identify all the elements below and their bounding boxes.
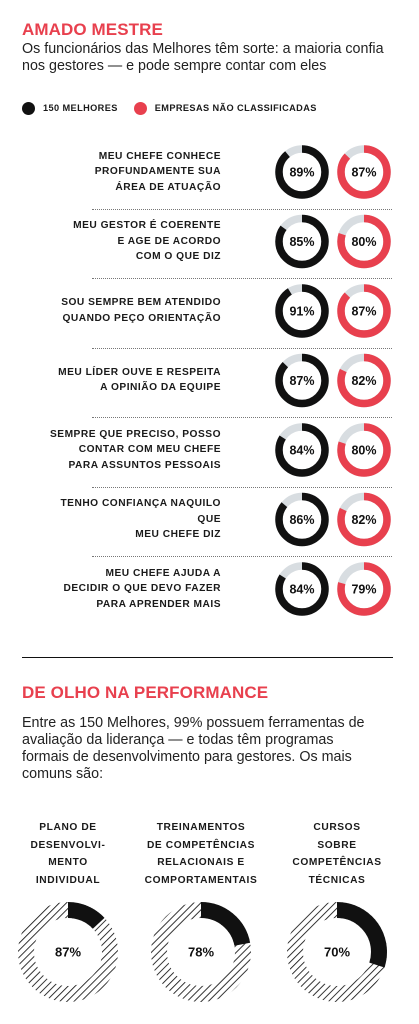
statement-label-line: MEU CHEFE AJUDA A (105, 567, 221, 579)
program-label: CURSOS SOBRE COMPETÊNCIAS TÉCNICAS (276, 819, 398, 889)
donut-arc-melhores (275, 145, 329, 199)
program-label-line: DE COMPETÊNCIAS (146, 839, 256, 851)
program-donut-value: 78% (188, 945, 214, 960)
statement-label: MEU GESTOR É COERENTE E AGE DE ACORDO COM … (31, 218, 221, 265)
statement-label-line: MEU CHEFE DIZ (135, 529, 221, 541)
program-donut-arc (287, 902, 387, 1002)
donut-value-nao-classificadas: 87% (351, 305, 376, 319)
row-divider (92, 208, 392, 210)
donut-value-melhores: 87% (289, 374, 314, 388)
donut-arc-melhores (275, 423, 329, 477)
statement-label-line: QUANDO PEÇO ORIENTAÇÃO (62, 312, 221, 324)
legend-swatch-melhores (22, 101, 35, 115)
statement-label-line: E AGE DE ACORDO (117, 235, 221, 247)
statement-label: TENHO CONFIANÇA NAQUILO QUE MEU CHEFE DIZ (31, 496, 221, 543)
program-label: TREINAMENTOS DE COMPETÊNCIAS RELACIONAIS E… (140, 819, 262, 889)
row-divider (92, 347, 392, 349)
statement-label-line: MEU LÍDER OUVE E RESPEITA (58, 366, 221, 378)
program-label-line: RELACIONAIS E (157, 857, 245, 868)
program-donut-value: 87% (55, 945, 81, 960)
donut-value-melhores: 84% (289, 444, 314, 458)
donut-arc-melhores (275, 562, 329, 616)
statement-label-line: TENHO CONFIANÇA NAQUILO (60, 498, 221, 510)
donut-value-nao-classificadas: 82% (351, 513, 376, 527)
donut-value-nao-classificadas: 87% (351, 166, 376, 180)
program-donut-arc (151, 902, 251, 1002)
donut-value-nao-classificadas: 80% (351, 444, 376, 458)
statement-label-line: SEMPRE QUE PRECISO, POSSO (49, 428, 221, 440)
section-title-performance: DE OLHO NA PERFORMANCE (22, 683, 269, 702)
donut-value-melhores: 86% (289, 513, 314, 527)
statement-label-line: COM O QUE DIZ (135, 251, 221, 263)
row-divider (92, 556, 392, 557)
legend-swatch-nao-classificadas (133, 101, 147, 115)
program-label-line: COMPORTAMENTAIS (144, 874, 258, 886)
statement-label-line: SOU SEMPRE BEM ATENDIDO (61, 297, 221, 309)
program-label-line: CURSOS (313, 822, 361, 833)
donut-value-nao-classificadas: 80% (351, 235, 376, 249)
donut-arc-melhores (275, 284, 329, 338)
program-label-line: MENTO (48, 857, 88, 868)
statement-label-line: QUE (197, 513, 221, 525)
statement-label-line: ÁREA DE ATUAÇÃO (115, 181, 221, 193)
program-donut-value: 70% (324, 945, 350, 960)
statement-label: MEU LÍDER OUVE E RESPEITA A OPINIÃO DA EQ… (31, 365, 221, 396)
donut-arc-nao-classificadas (337, 492, 391, 547)
statement-label-line: DECIDIR O QUE DEVO FAZER (63, 583, 221, 595)
program-label-line: INDIVIDUAL (35, 874, 101, 886)
donut-arc-melhores (275, 492, 329, 547)
program-label-line: COMPETÊNCIAS (292, 857, 382, 868)
statement-label-line: MEU GESTOR É COERENTE (73, 220, 221, 232)
legend-item-nao-classificadas: EMPRESAS NÃO CLASSIFICADAS (133, 101, 317, 115)
statement-label-line: PARA ASSUNTOS PESSOAIS (68, 459, 221, 471)
legend-label-nao-classificadas: EMPRESAS NÃO CLASSIFICADAS (154, 103, 317, 113)
section-divider (22, 657, 393, 658)
donut-arc-nao-classificadas (337, 284, 391, 338)
section-title-amado-mestre: AMADO MESTRE (22, 20, 163, 39)
program-label-line: SOBRE (317, 839, 357, 851)
donut-value-melhores: 85% (289, 235, 314, 249)
donut-value-melhores: 89% (289, 166, 314, 180)
row-divider (92, 486, 392, 488)
donut-arc-nao-classificadas (337, 423, 391, 477)
program-label: PLANO DE DESENVOLVI- MENTO INDIVIDUAL (7, 819, 129, 889)
section-intro: Entre as 150 Melhores, 99% possuem ferra… (22, 715, 365, 782)
section-subtitle: Os funcionários das Melhores têm sorte: … (22, 41, 384, 74)
donut-arc-melhores (275, 353, 329, 408)
program-label-line: TÉCNICAS (308, 874, 366, 886)
statement-label: SEMPRE QUE PRECISO, POSSO CONTAR COM MEU … (31, 427, 221, 474)
statement-label-line: PARA APRENDER MAIS (96, 598, 221, 610)
row-divider (92, 278, 392, 279)
program-label-line: PLANO DE (39, 822, 97, 833)
statement-label-line: CONTAR COM MEU CHEFE (78, 444, 221, 456)
legend-item-melhores: 150 MELHORES (22, 101, 118, 115)
donut-value-nao-classificadas: 82% (351, 374, 376, 388)
donut-arc-nao-classificadas (337, 353, 391, 408)
statement-label: MEU CHEFE CONHECE PROFUNDAMENTE SUA ÁREA D… (31, 149, 221, 196)
statement-label-line: MEU CHEFE CONHECE (98, 150, 221, 162)
donut-value-melhores: 91% (289, 305, 314, 319)
program-label-line: TREINAMENTOS (156, 822, 246, 833)
donut-arc-nao-classificadas (337, 214, 391, 269)
program-donut-arc (18, 902, 118, 1002)
donut-arc-nao-classificadas (337, 145, 391, 199)
statement-label-line: PROFUNDAMENTE SUA (94, 166, 221, 178)
row-divider (92, 417, 392, 418)
statement-label: MEU CHEFE AJUDA A DECIDIR O QUE DEVO FAZE… (31, 566, 221, 613)
statement-label: SOU SEMPRE BEM ATENDIDO QUANDO PEÇO ORIEN… (31, 295, 221, 326)
statement-label-line: A OPINIÃO DA EQUIPE (100, 382, 221, 394)
donut-value-melhores: 84% (289, 583, 314, 597)
legend-label-melhores: 150 MELHORES (43, 103, 118, 113)
donut-value-nao-classificadas: 79% (351, 583, 376, 597)
donut-arc-nao-classificadas (337, 562, 391, 616)
donut-arc-melhores (275, 214, 329, 269)
legend: 150 MELHORES EMPRESAS NÃO CLASSIFICADAS (22, 101, 333, 115)
program-label-line: DESENVOLVI- (30, 839, 106, 851)
